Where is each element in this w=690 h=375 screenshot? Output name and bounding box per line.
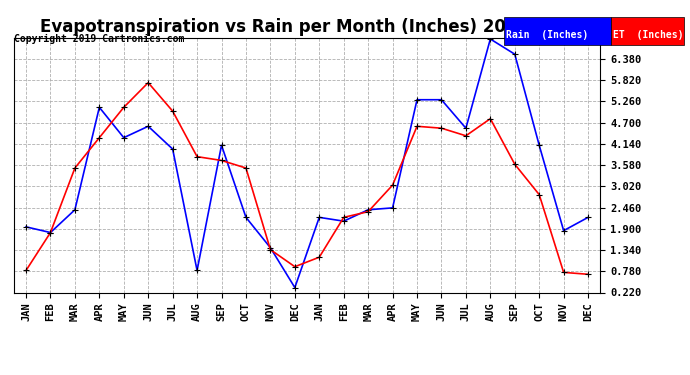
Text: Copyright 2019 Cartronics.com: Copyright 2019 Cartronics.com — [14, 34, 184, 44]
Text: Rain  (Inches): Rain (Inches) — [506, 30, 588, 39]
Text: ET  (Inches): ET (Inches) — [613, 30, 683, 39]
Title: Evapotranspiration vs Rain per Month (Inches) 20190111: Evapotranspiration vs Rain per Month (In… — [39, 18, 575, 36]
